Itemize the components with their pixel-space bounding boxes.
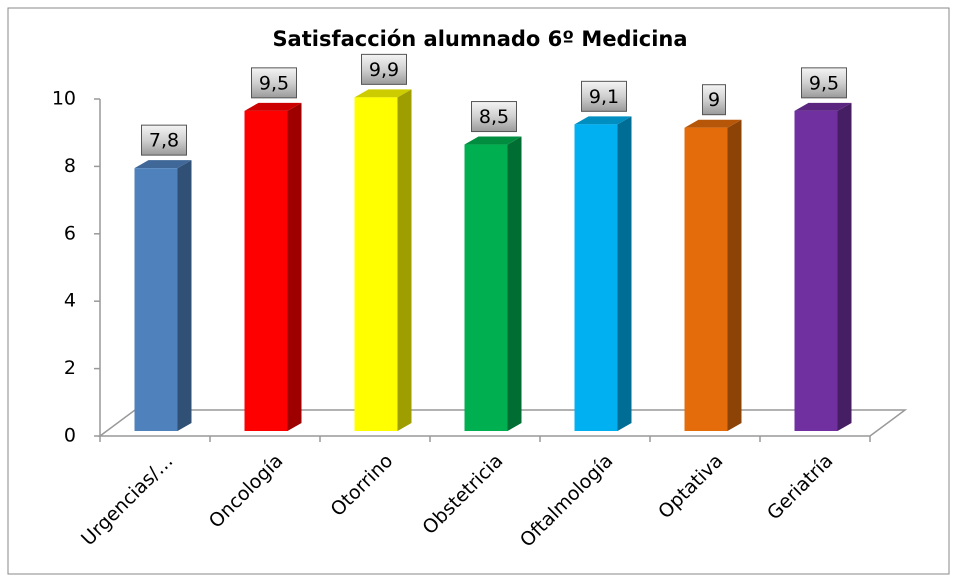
bar-front	[574, 124, 618, 431]
y-tick-label: 2	[64, 357, 76, 379]
bar-side	[177, 160, 192, 431]
bar-front	[684, 127, 728, 431]
data-label: 7,8	[149, 130, 179, 152]
bar	[574, 116, 632, 431]
bar-top	[134, 160, 192, 169]
bar	[464, 136, 522, 432]
bar-top	[354, 89, 412, 98]
data-label-box	[251, 67, 297, 99]
bar	[794, 102, 852, 431]
bar-top	[574, 116, 632, 125]
bar-front	[134, 168, 178, 431]
bar	[244, 102, 302, 431]
y-tick-label: 4	[64, 290, 76, 312]
bar	[134, 160, 192, 431]
bar	[684, 119, 742, 431]
data-label: 9	[708, 89, 720, 111]
data-label: 9,1	[589, 86, 619, 108]
data-label-box	[702, 84, 726, 116]
bar-top	[794, 102, 852, 111]
chart-title: Satisfacción alumnado 6º Medicina	[272, 27, 687, 51]
data-label: 9,5	[809, 72, 839, 94]
bar-side	[837, 102, 852, 431]
data-label: 9,5	[259, 72, 289, 94]
bar-side	[727, 119, 742, 431]
y-tick-label: 8	[64, 155, 76, 177]
bar-side	[617, 116, 632, 431]
bar-front	[244, 110, 288, 431]
data-label-box	[361, 53, 407, 85]
data-label-box	[141, 124, 187, 156]
data-label-box	[471, 101, 517, 133]
data-label: 9,9	[369, 59, 399, 81]
y-tick-label: 0	[64, 425, 76, 447]
data-label: 8,5	[479, 106, 509, 128]
data-label-box	[801, 67, 847, 99]
bar-side	[507, 136, 522, 432]
bar-side	[397, 89, 412, 432]
bar-front	[794, 110, 838, 431]
bar-top	[464, 136, 522, 145]
bar-top	[684, 119, 742, 128]
bar-top	[244, 102, 302, 111]
bar-side	[287, 102, 302, 431]
bar-front	[464, 144, 508, 432]
y-tick-label: 6	[64, 222, 76, 244]
data-label-box	[581, 80, 627, 112]
bar-front	[354, 97, 398, 432]
bar	[354, 89, 412, 432]
y-tick-label: 10	[52, 88, 76, 110]
